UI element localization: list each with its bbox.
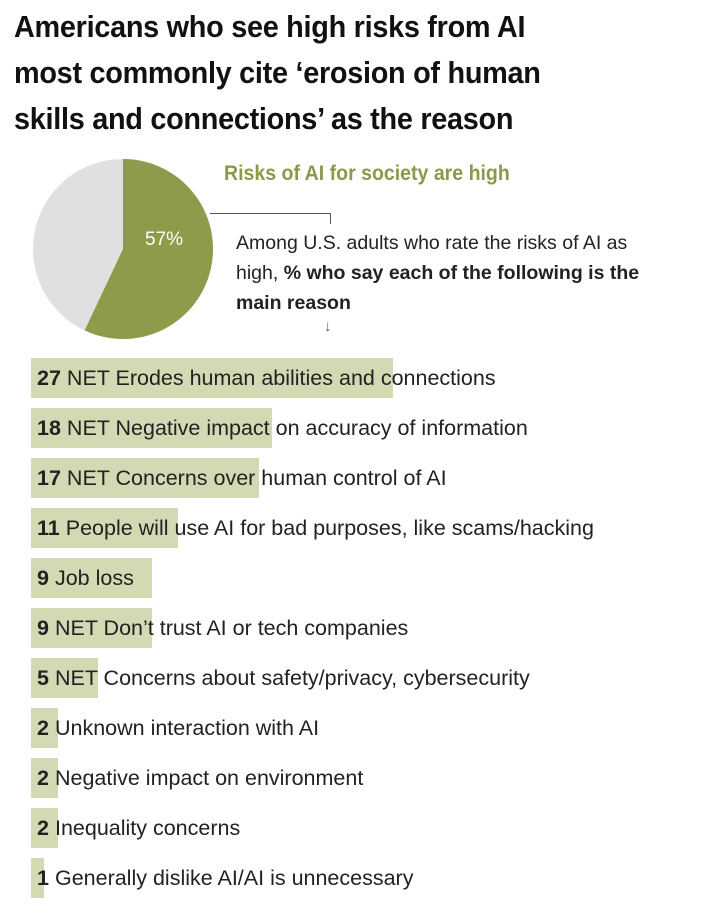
bar-label: 5 NET Concerns about safety/privacy, cybe… [37, 658, 530, 698]
bar-row: 9 NET Don’t trust AI or tech companies [31, 608, 711, 648]
bar-category: Unknown interaction with AI [54, 716, 320, 740]
subtitle-bold: % who say each of the following is the m… [236, 262, 640, 314]
bar-label: 17 NET Concerns over human control of AI [37, 458, 447, 498]
pie-chart [33, 159, 214, 339]
bar [31, 658, 98, 698]
bar [31, 358, 393, 398]
bar [31, 408, 273, 448]
bar-category: Negative impact on environment [54, 766, 364, 790]
bar-label: 27 NET Erodes human abilities and connect… [37, 358, 496, 398]
bar-row: 17 NET Concerns over human control of AI [31, 458, 711, 498]
bar [31, 808, 58, 848]
bar [31, 708, 58, 748]
bar-label: 1 Generally dislike AI/AI is unnecessary [37, 858, 413, 898]
bar-row: 11 People will use AI for bad purposes, l… [31, 508, 711, 548]
bar-category: NET Concerns about safety/privacy, cyber… [54, 666, 530, 690]
pie-title: Risks of AI for society are high [224, 162, 510, 185]
bar-label: 11 People will use AI for bad purposes, l… [37, 508, 594, 548]
bar-label: 2 Unknown interaction with AI [37, 708, 319, 748]
bar-category: NET Erodes human abilities and connectio… [66, 366, 496, 390]
bar-row: 2 Unknown interaction with AI [31, 708, 711, 748]
bar [31, 558, 152, 598]
bar-row: 18 NET Negative impact on accuracy of inf… [31, 408, 711, 448]
pie-slice-high-risk [84, 159, 214, 339]
bar-row: 2 Inequality concerns [31, 808, 711, 848]
chart-title-line-2: most commonly cite ‘erosion of human [14, 55, 541, 90]
bar-value: 2 [37, 816, 49, 840]
bar-value: 11 [37, 516, 60, 540]
bar-row: 9 Job loss [31, 558, 711, 598]
bar-value: 1 [37, 866, 49, 890]
bar-value: 2 [37, 766, 49, 790]
leader-line [210, 213, 331, 224]
down-arrow-icon: ↓ [324, 318, 332, 335]
chart-title: Americans who see high risks from AI mos… [14, 4, 665, 142]
bar-category: Generally dislike AI/AI is unnecessary [54, 866, 414, 890]
bar [31, 758, 58, 798]
chart-title-line-1: Americans who see high risks from AI [14, 9, 526, 44]
bar-value: 18 [37, 416, 61, 440]
bar-category: NET Concerns over human control of AI [66, 466, 447, 490]
bar-value: 5 [37, 666, 49, 690]
chart-title-line-3: skills and connections’ as the reason [14, 101, 514, 136]
chart-subtitle: Among U.S. adults who rate the risks of … [236, 228, 666, 318]
bar-value: 9 [37, 566, 49, 590]
bar-label: 9 NET Don’t trust AI or tech companies [37, 608, 408, 648]
bar-value: 27 [37, 366, 61, 390]
bar-label: 18 NET Negative impact on accuracy of inf… [37, 408, 528, 448]
bar-label: 2 Negative impact on environment [37, 758, 363, 798]
bar [31, 608, 152, 648]
bar-value: 9 [37, 616, 49, 640]
bar-label: 2 Inequality concerns [37, 808, 240, 848]
bar-label: 9 Job loss [37, 558, 134, 598]
bar-category: Inequality concerns [54, 816, 241, 840]
bar-value: 2 [37, 716, 49, 740]
bar [31, 858, 45, 898]
bar-category: People will use AI for bad purposes, lik… [65, 516, 594, 540]
bar-category: NET Negative impact on accuracy of infor… [66, 416, 528, 440]
bar-category: NET Don’t trust AI or tech companies [54, 616, 409, 640]
subtitle-regular: Among U.S. adults who rate the risks of … [236, 232, 628, 284]
bar-category: Job loss [54, 566, 134, 590]
bar-row: 1 Generally dislike AI/AI is unnecessary [31, 858, 711, 898]
bar-row: 27 NET Erodes human abilities and connect… [31, 358, 711, 398]
bar-row: 2 Negative impact on environment [31, 758, 711, 798]
bar-value: 17 [37, 466, 61, 490]
bar-row: 5 NET Concerns about safety/privacy, cybe… [31, 658, 711, 698]
bar [31, 458, 259, 498]
bar [31, 508, 179, 548]
pie-value-label: 57% [145, 229, 184, 250]
